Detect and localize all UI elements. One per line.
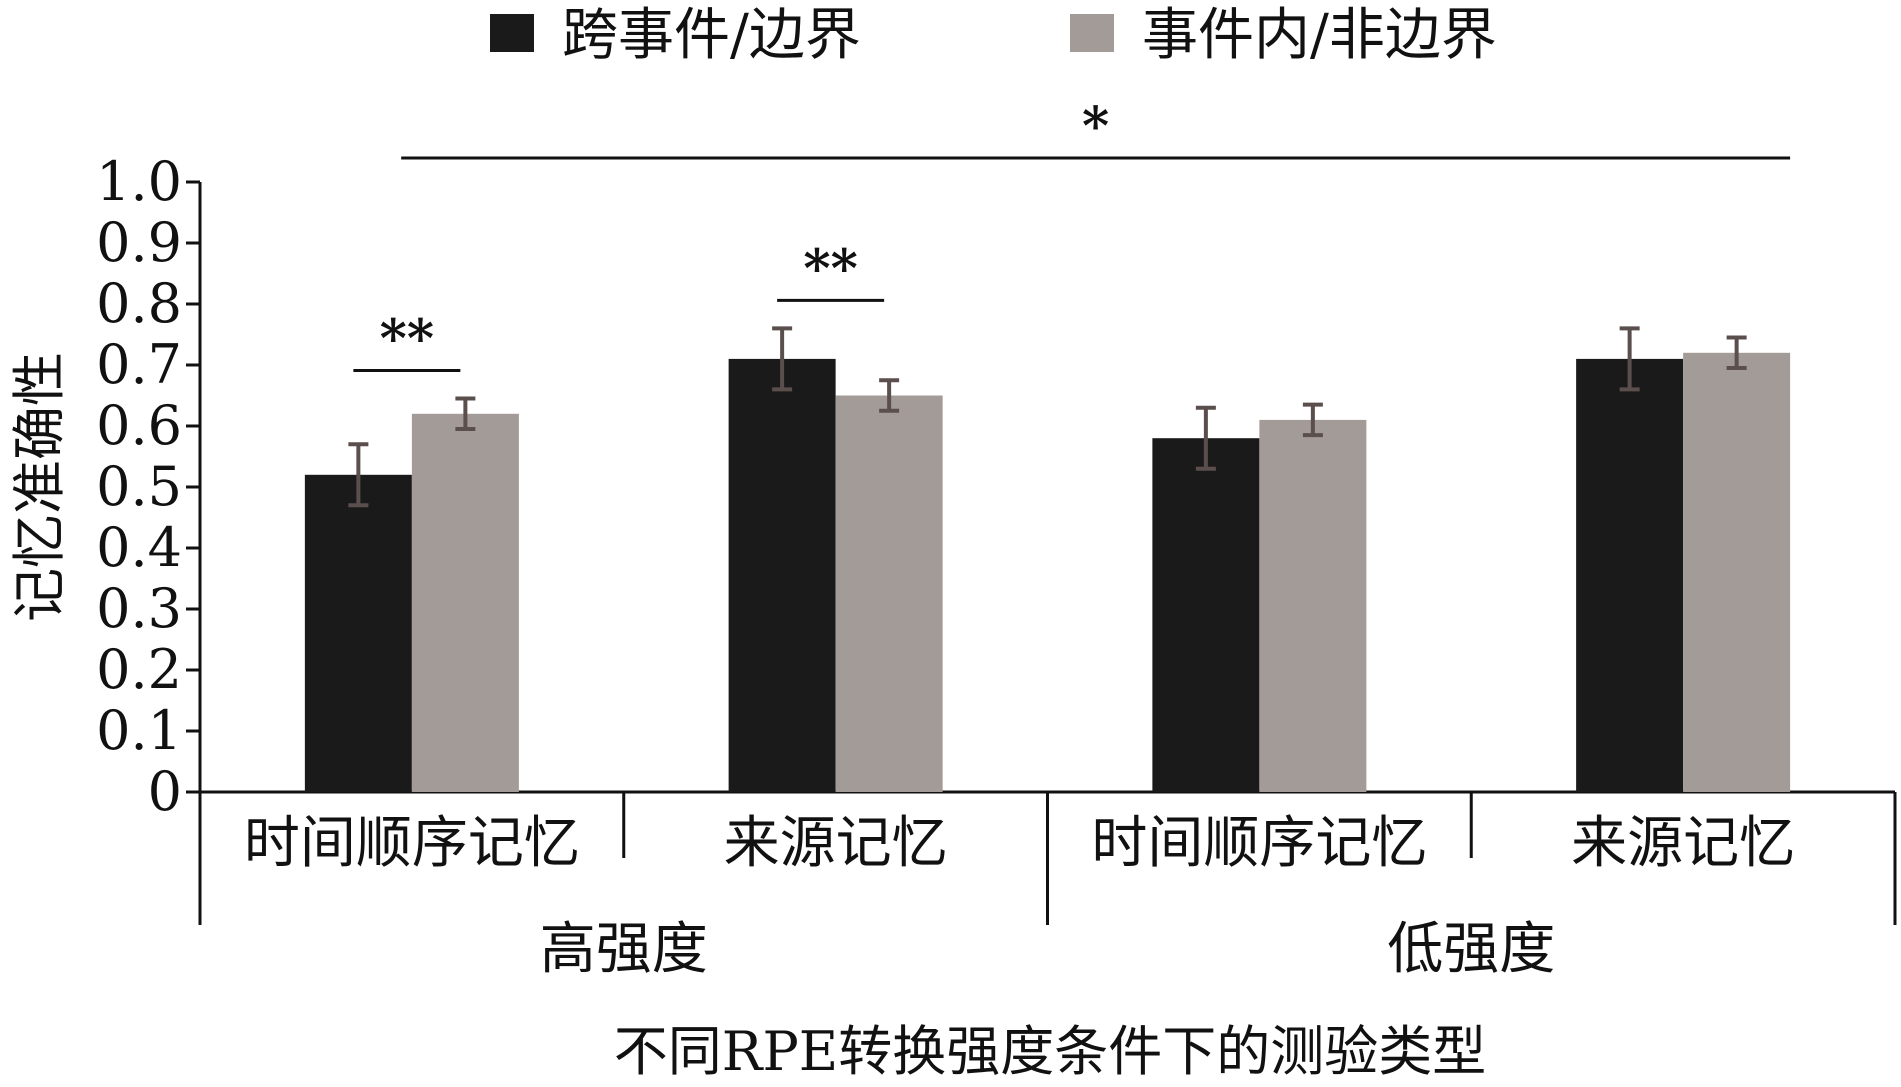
y-tick-label: 0.8 [96, 272, 182, 335]
bar [835, 395, 943, 792]
bar [304, 474, 412, 792]
bar [728, 358, 836, 792]
axes: 00.10.20.30.40.50.60.70.80.91.0 [96, 150, 1897, 925]
y-tick-label: 0.9 [96, 211, 182, 274]
bar [1152, 438, 1260, 792]
group-label: 高强度 [540, 917, 708, 982]
group-label: 低强度 [1387, 917, 1555, 982]
significance-label: * [1082, 96, 1109, 157]
y-tick-label: 0.2 [96, 638, 182, 701]
y-tick-label: 0 [148, 760, 182, 823]
bar [1683, 352, 1791, 792]
error-bars [348, 326, 1747, 508]
significance-label: ** [380, 309, 434, 370]
bars [304, 352, 1791, 792]
legend-swatch [490, 14, 534, 52]
x-axis-title: 不同RPE转换强度条件下的测验类型 [614, 1020, 1486, 1083]
y-axis-title: 记忆准确性 [8, 352, 71, 622]
legend-label: 事件内/非边界 [1142, 3, 1497, 68]
category-label: 来源记忆 [1571, 811, 1795, 876]
legend-label: 跨事件/边界 [562, 3, 861, 68]
y-tick-label: 0.1 [96, 699, 182, 762]
significance-markers: ***** [353, 96, 1791, 373]
category-label: 时间顺序记忆 [1091, 811, 1427, 876]
bar [1259, 419, 1367, 792]
y-tick-label: 0.6 [96, 394, 182, 457]
bar [411, 413, 519, 792]
y-tick-label: 1.0 [96, 150, 182, 213]
significance-label: ** [803, 238, 857, 299]
y-tick-label: 0.7 [96, 333, 182, 396]
y-tick-label: 0.3 [96, 577, 182, 640]
bar [1576, 358, 1684, 792]
legend-swatch [1070, 14, 1114, 52]
y-tick-label: 0.5 [96, 455, 182, 518]
category-label: 来源记忆 [724, 811, 948, 876]
y-tick-label: 0.4 [96, 516, 182, 579]
category-label: 时间顺序记忆 [244, 811, 580, 876]
legend: 跨事件/边界 事件内/非边界 [490, 3, 1497, 68]
